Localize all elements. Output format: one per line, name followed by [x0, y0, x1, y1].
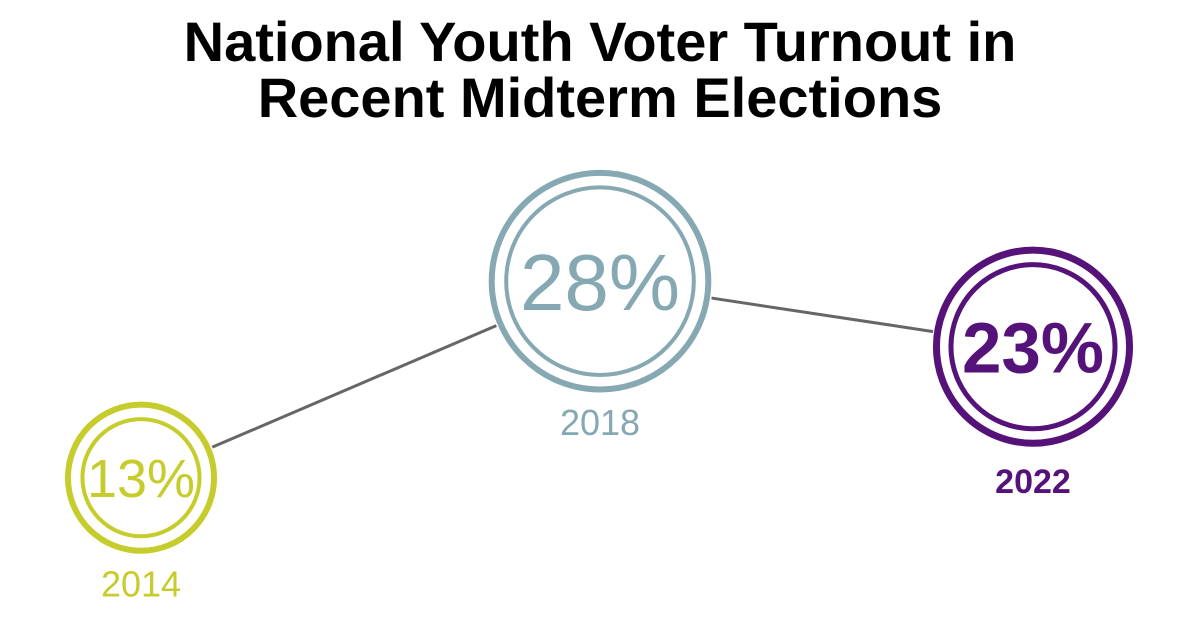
inner-ring-2022	[948, 262, 1118, 432]
point-2018: 28% 2018	[488, 169, 712, 443]
value-label-2022: 23%	[962, 309, 1104, 388]
value-label-2018: 28%	[520, 238, 680, 327]
outer-ring-2014	[64, 401, 218, 554]
connector-lines	[211, 296, 934, 449]
outer-ring-2022	[932, 246, 1134, 447]
year-label-2022: 2022	[995, 463, 1071, 501]
year-label-2018: 2018	[560, 402, 640, 443]
point-2014: 13% 2014	[64, 401, 218, 604]
chart-title-line-2: Recent Midterm Elections	[257, 66, 943, 129]
value-label-2014: 13%	[87, 449, 195, 509]
data-points: 13% 2014 28% 2018 23% 2022	[64, 169, 1134, 604]
connector-line-2014-2018	[211, 324, 497, 449]
inner-ring-2018	[504, 185, 696, 378]
year-label-2014: 2014	[101, 563, 181, 604]
inner-ring-2014	[80, 417, 202, 539]
point-2022: 23% 2022	[932, 246, 1134, 501]
chart-title-line-1: National Youth Voter Turnout in	[183, 10, 1017, 73]
chart-title: National Youth Voter Turnout in Recent M…	[0, 14, 1200, 126]
outer-ring-2018	[488, 169, 712, 393]
connector-line-2018-2022	[711, 296, 934, 334]
